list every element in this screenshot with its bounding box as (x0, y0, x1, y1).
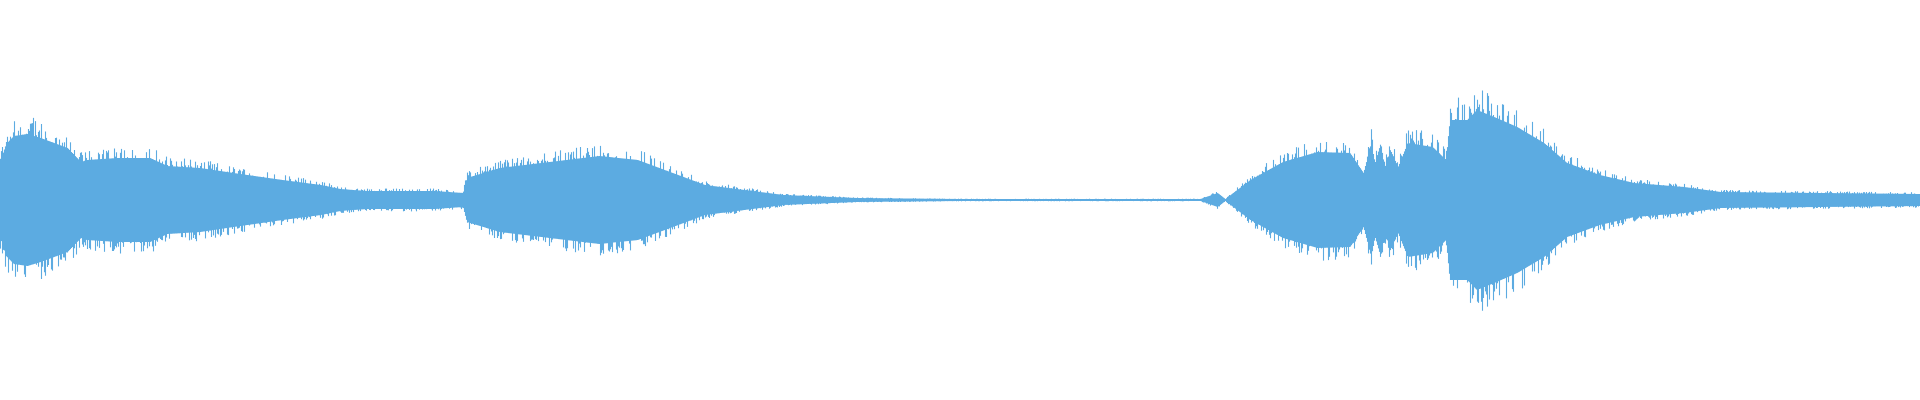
waveform-bars (0, 90, 1920, 311)
